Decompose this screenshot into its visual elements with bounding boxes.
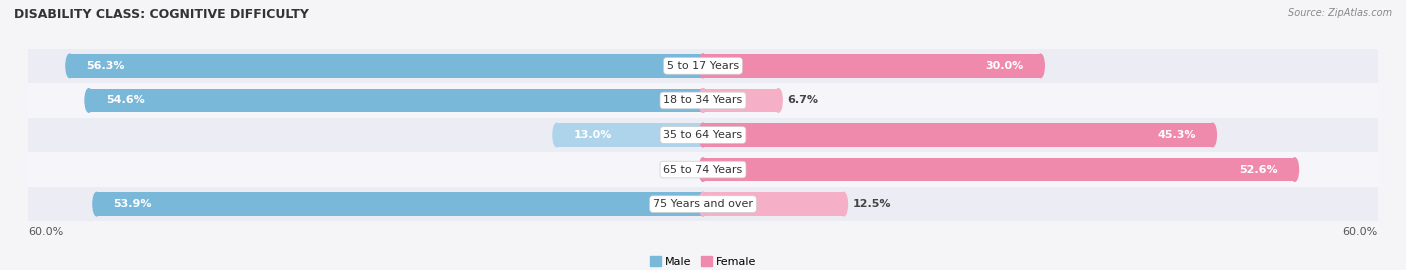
- Circle shape: [66, 54, 73, 78]
- Bar: [28, 49, 1378, 83]
- Circle shape: [1291, 158, 1299, 181]
- Bar: [97, 192, 703, 216]
- Text: 6.7%: 6.7%: [787, 95, 818, 106]
- Text: 53.9%: 53.9%: [114, 199, 152, 209]
- Text: 45.3%: 45.3%: [1157, 130, 1195, 140]
- Circle shape: [93, 192, 101, 216]
- Circle shape: [699, 89, 707, 112]
- Circle shape: [553, 123, 561, 147]
- Text: DISABILITY CLASS: COGNITIVE DIFFICULTY: DISABILITY CLASS: COGNITIVE DIFFICULTY: [14, 8, 309, 21]
- Text: 0.0%: 0.0%: [664, 164, 695, 175]
- Circle shape: [699, 123, 707, 147]
- Text: 56.3%: 56.3%: [87, 61, 125, 71]
- Bar: [703, 89, 779, 112]
- Circle shape: [84, 89, 93, 112]
- Bar: [703, 158, 1295, 181]
- Bar: [70, 54, 703, 78]
- Circle shape: [699, 123, 707, 147]
- Circle shape: [699, 54, 707, 78]
- Circle shape: [699, 192, 707, 216]
- Text: 54.6%: 54.6%: [105, 95, 145, 106]
- Text: 60.0%: 60.0%: [28, 227, 63, 237]
- Text: 52.6%: 52.6%: [1239, 164, 1278, 175]
- Circle shape: [699, 158, 707, 181]
- Text: 65 to 74 Years: 65 to 74 Years: [664, 164, 742, 175]
- Circle shape: [699, 192, 707, 216]
- Circle shape: [699, 54, 707, 78]
- Circle shape: [839, 192, 848, 216]
- Legend: Male, Female: Male, Female: [645, 251, 761, 270]
- Text: 18 to 34 Years: 18 to 34 Years: [664, 95, 742, 106]
- Circle shape: [699, 89, 707, 112]
- Bar: [28, 152, 1378, 187]
- Bar: [28, 83, 1378, 118]
- Bar: [28, 118, 1378, 152]
- Circle shape: [1036, 54, 1045, 78]
- Bar: [28, 187, 1378, 221]
- Text: 75 Years and over: 75 Years and over: [652, 199, 754, 209]
- Text: 30.0%: 30.0%: [986, 61, 1024, 71]
- Bar: [703, 192, 844, 216]
- Text: 35 to 64 Years: 35 to 64 Years: [664, 130, 742, 140]
- Bar: [703, 123, 1212, 147]
- Text: 60.0%: 60.0%: [1343, 227, 1378, 237]
- Circle shape: [775, 89, 782, 112]
- Text: 5 to 17 Years: 5 to 17 Years: [666, 61, 740, 71]
- Bar: [557, 123, 703, 147]
- Bar: [89, 89, 703, 112]
- Text: 12.5%: 12.5%: [852, 199, 891, 209]
- Circle shape: [1209, 123, 1216, 147]
- Text: 13.0%: 13.0%: [574, 130, 612, 140]
- Bar: [703, 54, 1040, 78]
- Text: Source: ZipAtlas.com: Source: ZipAtlas.com: [1288, 8, 1392, 18]
